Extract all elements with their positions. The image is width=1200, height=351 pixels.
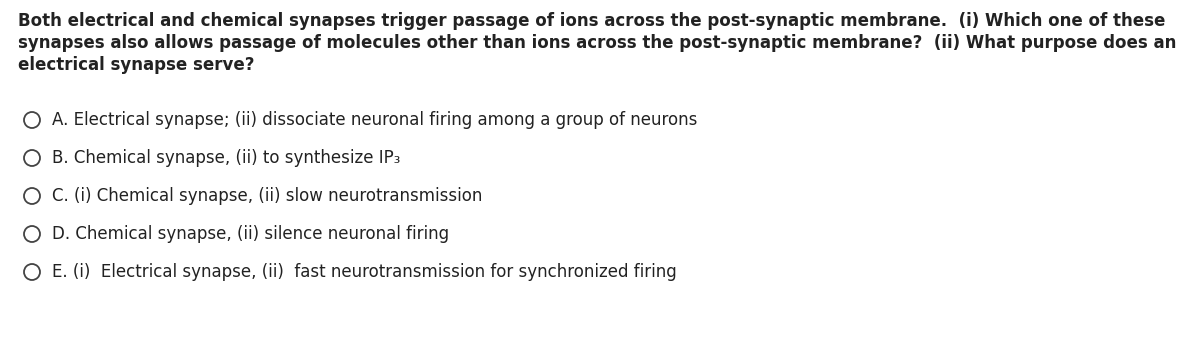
Text: A. Electrical synapse; (ii) dissociate neuronal firing among a group of neurons: A. Electrical synapse; (ii) dissociate n…	[52, 111, 697, 129]
Text: E. (i)  Electrical synapse, (ii)  fast neurotransmission for synchronized firing: E. (i) Electrical synapse, (ii) fast neu…	[52, 263, 677, 281]
Text: electrical synapse serve?: electrical synapse serve?	[18, 56, 254, 74]
Text: B. Chemical synapse, (ii) to synthesize IP₃: B. Chemical synapse, (ii) to synthesize …	[52, 149, 401, 167]
Text: C. (i) Chemical synapse, (ii) slow neurotransmission: C. (i) Chemical synapse, (ii) slow neuro…	[52, 187, 482, 205]
Text: synapses also allows passage of molecules other than ions across the post-synapt: synapses also allows passage of molecule…	[18, 34, 1176, 52]
Text: Both electrical and chemical synapses trigger passage of ions across the post-sy: Both electrical and chemical synapses tr…	[18, 12, 1165, 30]
Text: D. Chemical synapse, (ii) silence neuronal firing: D. Chemical synapse, (ii) silence neuron…	[52, 225, 449, 243]
